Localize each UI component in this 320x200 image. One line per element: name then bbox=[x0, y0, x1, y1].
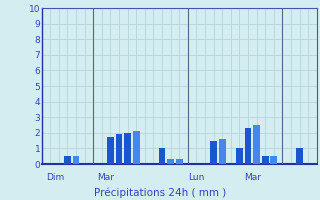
Bar bbox=[296, 148, 303, 164]
Bar bbox=[176, 159, 183, 164]
Bar bbox=[262, 156, 269, 164]
Text: Précipitations 24h ( mm ): Précipitations 24h ( mm ) bbox=[94, 188, 226, 198]
Bar bbox=[116, 134, 123, 164]
Text: Lun: Lun bbox=[188, 173, 204, 182]
Bar bbox=[133, 131, 140, 164]
Bar bbox=[73, 156, 79, 164]
Bar bbox=[244, 128, 252, 164]
Bar bbox=[107, 137, 114, 164]
Bar bbox=[219, 139, 226, 164]
Bar bbox=[159, 148, 165, 164]
Bar bbox=[210, 141, 217, 164]
Bar bbox=[253, 125, 260, 164]
Bar bbox=[124, 133, 131, 164]
Bar bbox=[64, 156, 71, 164]
Text: Mar: Mar bbox=[244, 173, 261, 182]
Bar bbox=[270, 156, 277, 164]
Text: Mar: Mar bbox=[98, 173, 115, 182]
Text: Dim: Dim bbox=[46, 173, 64, 182]
Bar bbox=[167, 159, 174, 164]
Bar bbox=[236, 148, 243, 164]
